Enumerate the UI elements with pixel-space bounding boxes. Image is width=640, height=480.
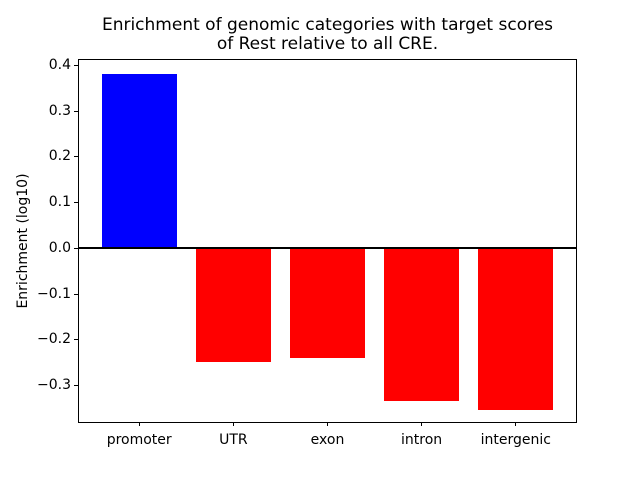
chart-title: Enrichment of genomic categories with ta… [79,16,576,54]
y-tick-label: 0.4 [48,57,71,73]
chart-title-line-2: of Rest relative to all CRE. [216,34,439,54]
y-tick-mark [74,202,78,204]
y-tick-mark [74,293,78,295]
x-tick-mark [232,422,234,426]
bar-promoter [101,74,177,248]
y-tick-mark [74,110,78,112]
plot-area [78,59,577,423]
y-tick-label: −0.2 [37,331,71,348]
x-tick-label-exon: exon [310,432,345,448]
y-tick-label: −0.3 [37,377,71,393]
bar-UTR [195,247,271,363]
x-tick-label-intergenic: intergenic [480,432,551,448]
x-tick-mark [421,422,423,426]
x-tick-mark [515,422,517,426]
zero-line [79,246,576,249]
y-tick-label: −0.1 [37,285,71,302]
y-tick-mark [74,385,78,386]
x-tick-label-intron: intron [401,432,443,448]
x-tick-mark [327,422,328,426]
bar-intron [384,247,460,401]
y-tick-mark [74,339,78,341]
y-tick-label: 0.2 [48,148,71,165]
x-tick-label-UTR: UTR [219,432,248,448]
y-tick-label: 0.3 [48,102,71,119]
y-tick-mark [74,156,78,158]
x-tick-mark [138,422,140,426]
y-tick-mark [74,247,78,249]
y-tick-label: 0.0 [48,239,71,256]
bar-exon [289,247,366,358]
x-tick-label-promoter: promoter [106,432,172,448]
y-tick-mark [74,65,78,66]
y-tick-label: 0.1 [48,194,71,211]
chart-title-line-1: Enrichment of genomic categories with ta… [101,15,554,35]
bar-intergenic [478,247,554,411]
